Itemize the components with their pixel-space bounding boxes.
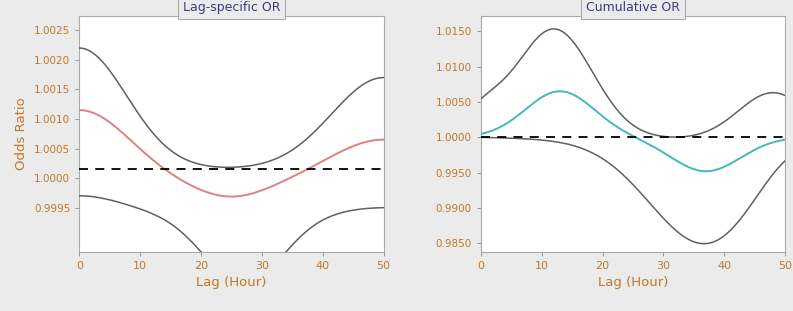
Title: All Calls
Cumulative OR: All Calls Cumulative OR <box>586 0 680 14</box>
Title: All Calls
Lag-specific OR: All Calls Lag-specific OR <box>182 0 280 14</box>
X-axis label: Lag (Hour): Lag (Hour) <box>598 276 668 290</box>
Y-axis label: Odds Ratio: Odds Ratio <box>15 97 29 170</box>
X-axis label: Lag (Hour): Lag (Hour) <box>196 276 266 290</box>
